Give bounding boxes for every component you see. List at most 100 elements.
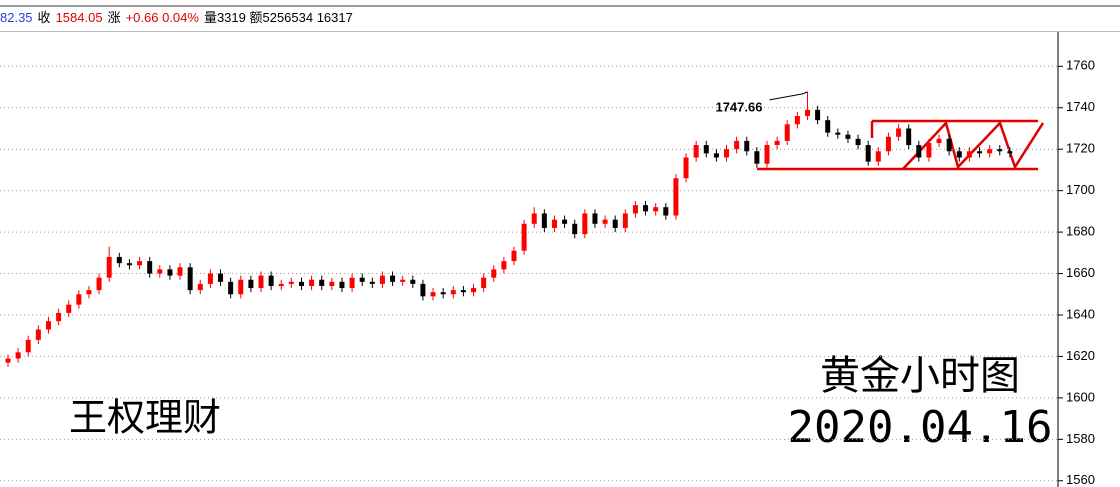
candle-body (815, 109, 821, 121)
candle-body (562, 219, 568, 224)
candle-body (379, 275, 385, 284)
candle-body (896, 128, 902, 137)
candle-body (582, 213, 588, 235)
candle-body (278, 283, 284, 286)
candle-body (511, 250, 517, 262)
candle-body (825, 120, 831, 133)
candle-body (167, 269, 173, 276)
y-tick-label: 1760 (1066, 58, 1095, 73)
candle-body (804, 109, 810, 117)
candle-body (491, 269, 497, 278)
candle-body (96, 277, 102, 291)
candle-body (248, 279, 254, 289)
candle-body (440, 292, 446, 295)
candle-body (936, 138, 942, 143)
candle-body (187, 267, 193, 291)
candle-body (471, 288, 477, 293)
candle-body (977, 151, 983, 154)
candle-body (147, 261, 153, 274)
quote-field: 涨 (107, 10, 121, 25)
candle-body (724, 149, 730, 158)
candle-body (197, 283, 203, 291)
candle-body (410, 279, 416, 284)
candle-body (551, 219, 557, 228)
candle-body (116, 256, 122, 264)
quote-field: +0.66 0.04% (125, 10, 199, 25)
candle-body (369, 281, 375, 284)
candle-body (15, 352, 21, 359)
candle-body (956, 151, 962, 158)
y-tick-label: 1560 (1066, 472, 1095, 487)
quote-field: 82.35 (0, 10, 33, 25)
candle-body (622, 213, 628, 228)
candle-body (157, 269, 163, 274)
candle-body (349, 277, 355, 289)
chart-title: 黄金小时图 (820, 353, 1020, 399)
candle-body (126, 263, 132, 266)
y-tick-label: 1740 (1066, 99, 1095, 114)
candle-body (521, 223, 527, 251)
candle-body (734, 140, 740, 150)
peak-leader (769, 91, 808, 101)
quote-header: 82.35 收 1584.05 涨 +0.66 0.04% 量3319 额5256534 … (0, 5, 1120, 32)
candle-body (764, 145, 770, 164)
candle-body (258, 275, 264, 289)
candle-body (420, 283, 426, 297)
candle-body (45, 321, 51, 330)
peak-label: 1747.66 (715, 99, 762, 114)
candle-body (693, 145, 699, 158)
candle-body (137, 261, 143, 266)
candle-body (25, 339, 31, 353)
chart-subtitle: 2020.04.16 (788, 402, 1053, 453)
candle-body (774, 140, 780, 146)
candle-body (683, 157, 689, 179)
candle-body (997, 149, 1003, 152)
candle-body (612, 219, 618, 228)
candle-body (218, 273, 224, 282)
candle-body (713, 153, 719, 158)
candle-body (400, 279, 406, 282)
candle-body (906, 128, 912, 146)
candle-body (784, 124, 790, 141)
quote-field: 1584.05 (55, 10, 103, 25)
candle-body (653, 207, 659, 212)
candle-body (916, 145, 922, 158)
candle-body (359, 277, 365, 282)
candle-body (987, 149, 993, 154)
candle-body (744, 140, 750, 152)
candle-body (673, 178, 679, 216)
y-tick-label: 1660 (1066, 265, 1095, 280)
candle-body (450, 290, 456, 295)
candle-body (754, 151, 760, 164)
candle-body (430, 292, 436, 297)
trend-drawings (757, 119, 1045, 171)
y-tick-label: 1680 (1066, 224, 1095, 239)
candle-body (926, 142, 932, 158)
candle-body (602, 219, 608, 224)
candle-body (238, 279, 244, 295)
candle-body (5, 358, 11, 363)
quote-field: 量3319 额5256534 16317 (203, 10, 353, 25)
candle-body (106, 256, 112, 278)
candle-body (1007, 151, 1013, 154)
candle-body (481, 277, 487, 289)
candle-body (865, 145, 871, 162)
y-tick-label: 1720 (1066, 141, 1095, 156)
candle-body (66, 304, 72, 313)
candle-body (207, 273, 213, 284)
candle-body (460, 290, 466, 293)
y-tick-label: 1640 (1066, 306, 1095, 321)
candle-body (339, 281, 345, 289)
candle-body (76, 294, 82, 305)
candle-body (309, 279, 315, 286)
candle-body (885, 136, 891, 152)
y-tick-label: 1620 (1066, 348, 1095, 363)
candle-body (855, 138, 861, 146)
candle-body (592, 213, 598, 224)
candle-body (632, 205, 638, 214)
y-tick-label: 1700 (1066, 182, 1095, 197)
candle-body (56, 312, 62, 322)
candle-body (663, 207, 669, 216)
quote-field: 收 (37, 10, 51, 25)
